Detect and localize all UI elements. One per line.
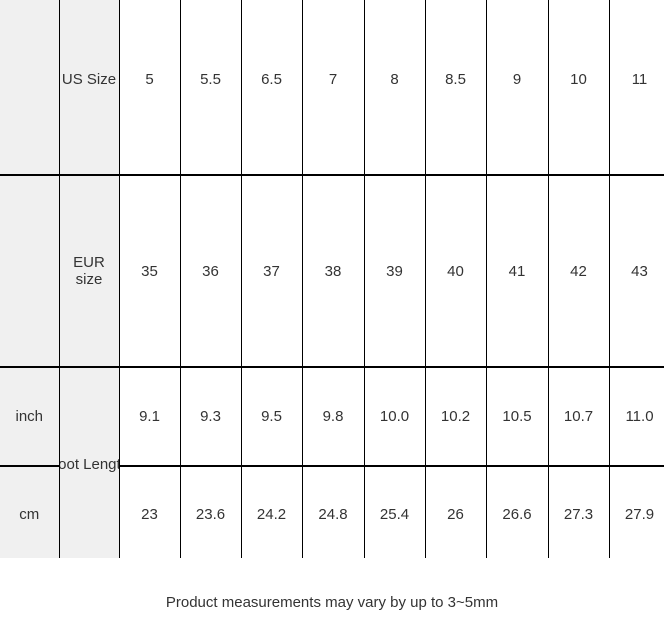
eur-size-value: 43	[609, 175, 664, 368]
eur-size-value: 35	[119, 175, 181, 368]
eur-size-value: 36	[180, 175, 242, 368]
inch-value: 10.5	[486, 367, 549, 467]
cm-value: 25.4	[364, 466, 426, 558]
size-chart-table: US Size 5 5.5 6.5 7 8 8.5 9 10 11 EUR si…	[0, 0, 664, 558]
table-row-inch: inch Foot Length 9.1 9.3 9.5 9.8 10.0 10…	[0, 367, 664, 558]
foot-length-label: Foot Length	[60, 455, 119, 473]
table-row-us-size: US Size 5 5.5 6.5 7 8 8.5 9 10 11	[0, 0, 664, 176]
table-row-eur-size: EUR size 35 36 37 38 39 40 41 42 43	[0, 175, 664, 368]
us-size-value: 6.5	[241, 0, 303, 176]
cm-value: 27.3	[548, 466, 610, 558]
eur-size-value: 41	[486, 175, 549, 368]
eur-size-value: 40	[425, 175, 487, 368]
cm-value: 27.9	[609, 466, 664, 558]
table-row-cm: cm 23 23.6 24.2 24.8 25.4 26 26.6 27.3 2…	[0, 466, 664, 558]
eur-size-value: 39	[364, 175, 426, 368]
inch-value: 10.2	[425, 367, 487, 467]
cm-value: 26.6	[486, 466, 549, 558]
unit-label-inch: inch	[0, 367, 60, 467]
inch-value: 9.5	[241, 367, 303, 467]
cm-value: 24.2	[241, 466, 303, 558]
us-size-value: 5	[119, 0, 181, 176]
cm-value: 24.8	[302, 466, 365, 558]
cm-value: 23	[119, 466, 181, 558]
unit-cell-empty	[0, 0, 60, 176]
us-size-value: 8.5	[425, 0, 487, 176]
inch-value: 9.3	[180, 367, 242, 467]
row-header-foot-length: Foot Length	[59, 367, 120, 558]
inch-value: 11.0	[609, 367, 664, 467]
inch-value: 9.8	[302, 367, 365, 467]
us-size-value: 8	[364, 0, 426, 176]
inch-value: 10.7	[548, 367, 610, 467]
eur-size-value: 38	[302, 175, 365, 368]
row-header-us-size: US Size	[59, 0, 120, 176]
measurement-note: Product measurements may vary by up to 3…	[165, 594, 499, 611]
us-size-value: 9	[486, 0, 549, 176]
unit-label-cm: cm	[0, 466, 60, 558]
size-chart-crop: US Size 5 5.5 6.5 7 8 8.5 9 10 11 EUR si…	[0, 0, 664, 558]
foot-length-clip: Foot Length	[60, 456, 119, 475]
cm-value: 23.6	[180, 466, 242, 558]
eur-size-value: 42	[548, 175, 610, 368]
inch-value: 10.0	[364, 367, 426, 467]
us-size-value: 5.5	[180, 0, 242, 176]
us-size-value: 7	[302, 0, 365, 176]
row-header-eur-size: EUR size	[59, 175, 120, 368]
cm-value: 26	[425, 466, 487, 558]
unit-cell-empty	[0, 175, 60, 368]
us-size-value: 10	[548, 0, 610, 176]
eur-size-value: 37	[241, 175, 303, 368]
us-size-value: 11	[609, 0, 664, 176]
inch-value: 9.1	[119, 367, 181, 467]
